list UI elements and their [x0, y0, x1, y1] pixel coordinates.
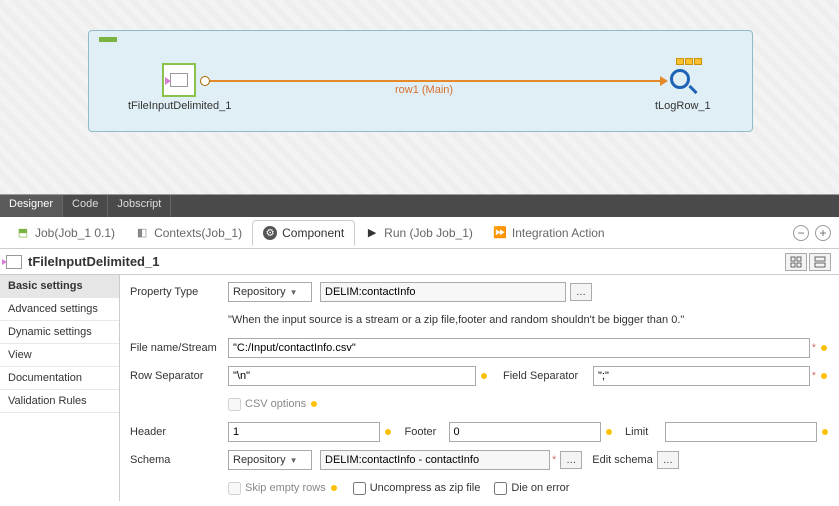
- filename-label: File name/Stream: [130, 342, 228, 354]
- footer-input[interactable]: [449, 422, 601, 442]
- property-type-detail[interactable]: [320, 282, 566, 302]
- component-header-icon: [6, 255, 22, 269]
- skip-empty-checkbox[interactable]: Skip empty rows: [228, 482, 326, 495]
- schema-browse-button[interactable]: …: [560, 451, 582, 469]
- property-content: Property Type Repository ▼ … "When the in…: [120, 275, 839, 501]
- run-icon: ▶: [365, 226, 379, 240]
- property-sidebar: Basic settings Advanced settings Dynamic…: [0, 275, 120, 501]
- component-header: tFileInputDelimited_1: [0, 249, 839, 275]
- bulb-icon[interactable]: [479, 371, 489, 381]
- skip-empty-label: Skip empty rows: [245, 482, 326, 494]
- tab-run-label: Run (Job Job_1): [384, 226, 473, 240]
- schema-label: Schema: [130, 454, 228, 466]
- component2-label: tLogRow_1: [655, 100, 711, 112]
- minimize-button[interactable]: −: [793, 225, 809, 241]
- view-list-button[interactable]: [809, 253, 831, 271]
- tab-component[interactable]: ⚙ Component: [252, 220, 355, 246]
- footer-label: Footer: [405, 426, 449, 438]
- file-input-component[interactable]: [162, 63, 196, 97]
- sidebar-validation-rules[interactable]: Validation Rules: [0, 390, 119, 413]
- schema-detail[interactable]: [320, 450, 550, 470]
- uncompress-label: Uncompress as zip file: [370, 482, 481, 494]
- property-type-value: Repository: [233, 286, 286, 298]
- tab-designer[interactable]: Designer: [0, 195, 63, 217]
- schema-type-value: Repository: [233, 454, 286, 466]
- sidebar-basic-settings[interactable]: Basic settings: [0, 275, 119, 298]
- field-sep-label: Field Separator: [503, 370, 593, 382]
- limit-input[interactable]: [665, 422, 817, 442]
- tab-component-label: Component: [282, 226, 344, 240]
- field-sep-input[interactable]: [593, 366, 810, 386]
- property-type-label: Property Type: [130, 286, 228, 298]
- die-error-checkbox[interactable]: Die on error: [494, 482, 569, 495]
- required-marker: *: [552, 454, 556, 466]
- tab-contexts-label: Contexts(Job_1): [154, 226, 242, 240]
- flow-link-label: row1 (Main): [395, 84, 453, 96]
- bulb-icon[interactable]: [604, 427, 613, 437]
- tab-contexts[interactable]: ◧ Contexts(Job_1): [125, 221, 252, 245]
- sidebar-documentation[interactable]: Documentation: [0, 367, 119, 390]
- contexts-icon: ◧: [135, 226, 149, 240]
- logrow-component[interactable]: [668, 58, 702, 95]
- view-grid-button[interactable]: [785, 253, 807, 271]
- property-type-dropdown[interactable]: Repository ▼: [228, 282, 312, 302]
- header-label: Header: [130, 426, 228, 438]
- required-marker: *: [812, 342, 816, 354]
- component1-label: tFileInputDelimited_1: [128, 100, 231, 112]
- tab-code[interactable]: Code: [63, 195, 108, 217]
- chevron-down-icon: ▼: [290, 288, 298, 297]
- property-panel: Basic settings Advanced settings Dynamic…: [0, 275, 839, 501]
- logrow-icon: [668, 67, 696, 95]
- chevron-down-icon: ▼: [290, 456, 298, 465]
- integration-icon: ⏩: [493, 226, 507, 240]
- start-handle: [99, 37, 117, 42]
- tab-job-label: Job(Job_1 0.1): [35, 226, 115, 240]
- csv-options-checkbox[interactable]: CSV options: [228, 398, 306, 411]
- bulb-icon[interactable]: [383, 427, 392, 437]
- bulb-icon[interactable]: [819, 343, 829, 353]
- view-tabs: Designer Code Jobscript: [0, 195, 839, 217]
- flow-connector[interactable]: [210, 80, 660, 82]
- sidebar-view[interactable]: View: [0, 344, 119, 367]
- bulb-icon[interactable]: [819, 371, 829, 381]
- tab-integration-label: Integration Action: [512, 226, 605, 240]
- uncompress-checkbox[interactable]: Uncompress as zip file: [353, 482, 481, 495]
- header-input[interactable]: [228, 422, 380, 442]
- row-sep-input[interactable]: [228, 366, 476, 386]
- flow-arrow-icon: [660, 76, 668, 86]
- job-icon: ⬒: [16, 226, 30, 240]
- sidebar-dynamic-settings[interactable]: Dynamic settings: [0, 321, 119, 344]
- csv-options-label: CSV options: [245, 398, 306, 410]
- file-icon: [170, 73, 188, 87]
- designer-canvas[interactable]: tFileInputDelimited_1 row1 (Main) tLogRo…: [0, 0, 839, 195]
- component-icon: ⚙: [263, 226, 277, 240]
- sidebar-advanced-settings[interactable]: Advanced settings: [0, 298, 119, 321]
- die-error-label: Die on error: [511, 482, 569, 494]
- output-port[interactable]: [200, 76, 210, 86]
- bulb-icon[interactable]: [329, 483, 339, 493]
- schema-type-dropdown[interactable]: Repository ▼: [228, 450, 312, 470]
- maximize-button[interactable]: +: [815, 225, 831, 241]
- component-title: tFileInputDelimited_1: [28, 254, 159, 269]
- limit-label: Limit: [625, 426, 665, 438]
- bulb-icon[interactable]: [820, 427, 829, 437]
- tab-integration[interactable]: ⏩ Integration Action: [483, 221, 615, 245]
- tab-run[interactable]: ▶ Run (Job Job_1): [355, 221, 483, 245]
- required-marker: *: [812, 370, 816, 382]
- filename-input[interactable]: [228, 338, 810, 358]
- bulb-icon[interactable]: [309, 399, 319, 409]
- property-type-browse-button[interactable]: …: [570, 283, 592, 301]
- stream-note: "When the input source is a stream or a …: [228, 314, 684, 326]
- bottom-panel-tabs: ⬒ Job(Job_1 0.1) ◧ Contexts(Job_1) ⚙ Com…: [0, 217, 839, 249]
- edit-schema-label: Edit schema: [592, 454, 653, 466]
- row-sep-label: Row Separator: [130, 370, 228, 382]
- tab-job[interactable]: ⬒ Job(Job_1 0.1): [6, 221, 125, 245]
- edit-schema-button[interactable]: …: [657, 451, 679, 469]
- tab-jobscript[interactable]: Jobscript: [108, 195, 171, 217]
